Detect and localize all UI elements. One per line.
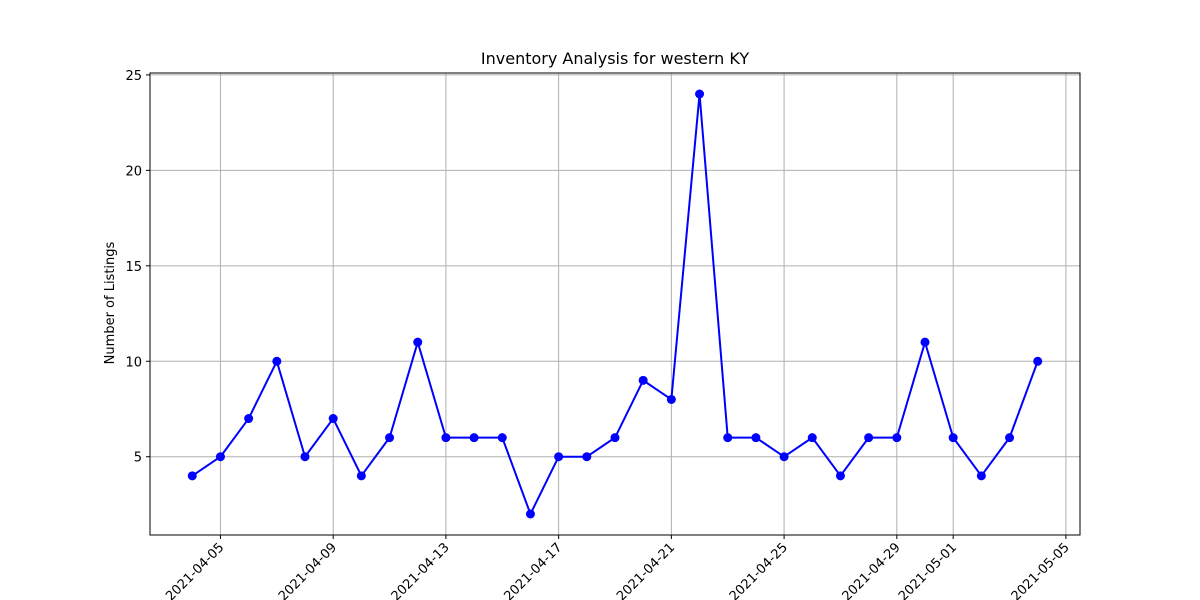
data-point (582, 452, 592, 462)
chart-title: Inventory Analysis for western KY (481, 49, 749, 68)
axes (149, 72, 1081, 536)
data-point (807, 433, 817, 443)
y-tick-label: 15 (125, 260, 142, 275)
data-point (1005, 433, 1015, 443)
data-point (356, 471, 366, 481)
plot-frame (149, 72, 1081, 536)
y-tick-label: 20 (125, 164, 142, 179)
y-axis-label: Number of Listings (103, 241, 118, 364)
data-point (779, 452, 789, 462)
grid (150, 73, 1080, 535)
data-point (215, 452, 225, 462)
series-layer (187, 89, 1043, 519)
data-point (666, 394, 676, 404)
data-point (497, 433, 507, 443)
data-point (441, 433, 451, 443)
data-point (751, 433, 761, 443)
data-point (554, 452, 564, 462)
data-point (1033, 356, 1043, 366)
data-point (864, 433, 874, 443)
data-point (272, 356, 282, 366)
y-tick-label: 25 (125, 69, 142, 84)
data-point (610, 433, 620, 443)
data-point (835, 471, 845, 481)
data-point (920, 337, 930, 347)
data-point (695, 89, 705, 99)
data-point (469, 433, 479, 443)
data-point (300, 452, 310, 462)
data-point (892, 433, 902, 443)
data-point (413, 337, 423, 347)
data-point (244, 414, 254, 424)
data-point (525, 509, 535, 519)
data-point (187, 471, 197, 481)
y-tick-label: 10 (125, 355, 142, 370)
y-tick-label: 5 (134, 451, 142, 466)
data-point (948, 433, 958, 443)
data-point (638, 375, 648, 385)
data-point (976, 471, 986, 481)
data-point (723, 433, 733, 443)
data-point (385, 433, 395, 443)
data-point (328, 414, 338, 424)
